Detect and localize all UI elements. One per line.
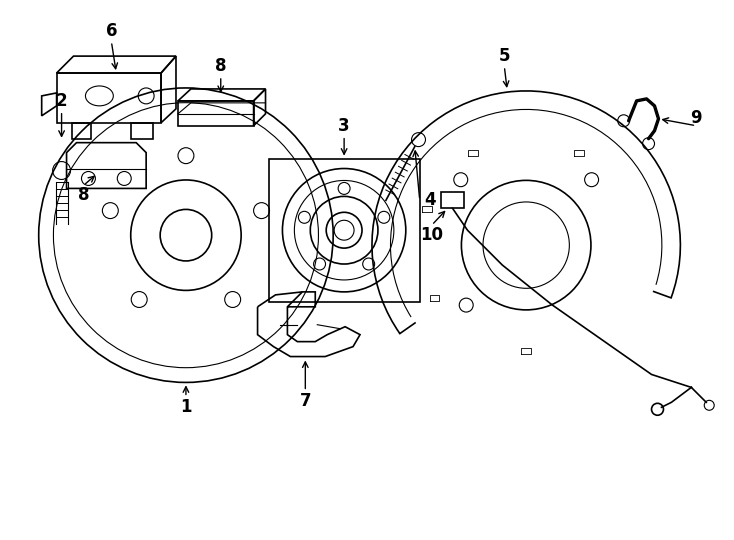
Text: 4: 4	[424, 191, 435, 210]
Text: 7: 7	[299, 393, 311, 410]
Bar	[440, 192, 465, 208]
Text: 3: 3	[338, 117, 350, 135]
Text: 1: 1	[180, 399, 192, 416]
Text: 8: 8	[215, 57, 227, 75]
Text: 10: 10	[420, 226, 443, 244]
Text: 6: 6	[106, 22, 117, 40]
Text: 8: 8	[78, 186, 90, 204]
Text: 5: 5	[498, 47, 510, 65]
Bar	[269, 159, 420, 302]
Text: 9: 9	[691, 109, 702, 127]
Text: 2: 2	[56, 92, 68, 110]
